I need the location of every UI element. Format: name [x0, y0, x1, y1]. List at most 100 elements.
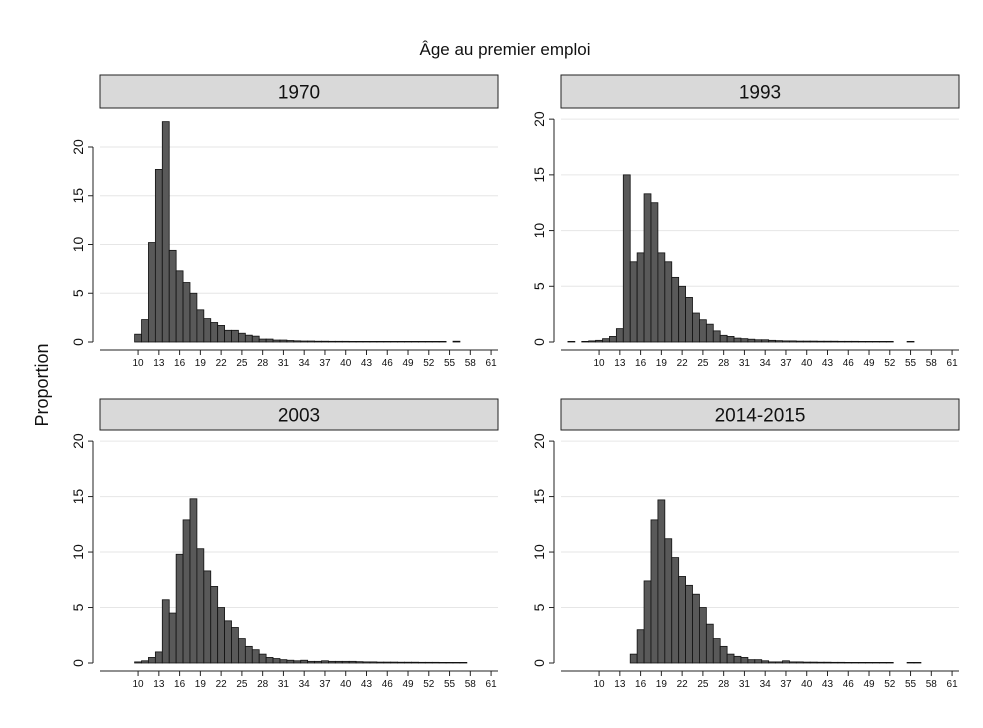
- bar-age-47: [390, 661, 399, 664]
- bar-age-56: [452, 340, 461, 343]
- x-tick-label: 49: [863, 679, 875, 690]
- bar-age-26: [705, 623, 714, 664]
- bar-age-25: [699, 319, 707, 343]
- y-tick-label: 0: [70, 338, 86, 346]
- bar-age-27: [712, 638, 721, 664]
- bar-age-37: [782, 340, 790, 343]
- x-tick-label: 46: [843, 679, 855, 690]
- bar-age-33: [754, 339, 763, 343]
- bar-age-26: [244, 645, 253, 664]
- y-tick-label: 20: [70, 433, 86, 449]
- x-tick-label: 49: [402, 679, 414, 690]
- bar-age-45: [837, 661, 846, 664]
- x-tick-label: 31: [739, 358, 751, 369]
- bar-age-38: [328, 660, 336, 664]
- panel-title: 1970: [278, 83, 320, 104]
- bar-age-17: [643, 193, 652, 343]
- bar-age-24: [692, 312, 700, 343]
- bar-age-43: [362, 340, 371, 343]
- x-tick-label: 40: [340, 358, 352, 369]
- panel-1970: 1970 0 5 10 15 20 10 13 16 19 22 25 28 31 34 37 40 43 46 49…: [70, 74, 499, 369]
- y-tick-label: 15: [70, 489, 86, 505]
- x-tick-label: 52: [884, 679, 896, 690]
- bar-age-23: [685, 584, 693, 664]
- x-tick-label: 22: [216, 358, 228, 369]
- bar-age-51: [417, 340, 426, 343]
- x-tick-label: 43: [822, 679, 834, 690]
- bar-age-15: [168, 612, 177, 664]
- x-tick-label: 10: [594, 679, 606, 690]
- y-tick-label: 0: [531, 659, 547, 667]
- x-tick-label: 19: [656, 679, 668, 690]
- bar-age-34: [761, 660, 770, 664]
- panel-title: 2014-2015: [715, 406, 806, 427]
- bar-age-33: [293, 660, 302, 664]
- bar-age-20: [664, 538, 673, 664]
- panel-title: 2003: [278, 406, 320, 427]
- bar-age-54: [438, 340, 447, 343]
- bar-age-44: [369, 340, 378, 343]
- bar-age-44: [830, 661, 839, 664]
- bar-age-45: [376, 340, 385, 343]
- bar-age-50: [872, 340, 880, 343]
- bar-age-52: [885, 662, 894, 664]
- bar-age-27: [712, 330, 721, 343]
- bar-age-13: [154, 651, 163, 664]
- bar-age-48: [858, 340, 866, 343]
- bar-age-42: [355, 661, 364, 664]
- x-tick-label: 13: [614, 358, 626, 369]
- bar-age-46: [383, 340, 392, 343]
- bar-age-42: [816, 340, 825, 343]
- x-tick-label: 37: [319, 679, 331, 690]
- bar-age-40: [802, 340, 811, 343]
- bar-age-18: [650, 519, 659, 664]
- bar-age-43: [823, 661, 832, 664]
- bar-age-44: [369, 661, 378, 664]
- bar-age-28: [719, 645, 728, 664]
- y-tick-label: 0: [531, 338, 547, 346]
- bar-age-18: [189, 292, 198, 343]
- bar-age-46: [844, 662, 853, 664]
- x-tick-label: 37: [780, 358, 792, 369]
- panel-2003: 2003 0 5 10 15 20 10 13 16 19 22 25 28 31 34 37 40 43 46 49…: [70, 398, 499, 690]
- bar-age-31: [740, 338, 749, 343]
- bar-age-55: [906, 662, 915, 664]
- bar-age-47: [390, 340, 399, 343]
- bar-age-53: [431, 661, 440, 664]
- y-tick-label: 10: [70, 237, 86, 253]
- bar-age-22: [217, 607, 225, 664]
- bar-age-28: [258, 653, 267, 664]
- bar-age-17: [182, 282, 191, 343]
- x-tick-label: 55: [444, 358, 456, 369]
- bar-age-43: [823, 340, 832, 343]
- x-tick-label: 43: [361, 679, 373, 690]
- bar-age-35: [307, 660, 315, 664]
- bar-age-30: [733, 655, 742, 664]
- y-tick-label: 20: [531, 111, 547, 127]
- x-tick-label: 10: [133, 679, 145, 690]
- x-tick-label: 22: [216, 679, 228, 690]
- x-tick-label: 13: [614, 679, 626, 690]
- bar-age-41: [348, 340, 357, 343]
- bar-age-15: [629, 261, 638, 343]
- bar-age-38: [789, 661, 797, 664]
- y-tick-label: 5: [531, 282, 547, 290]
- x-tick-label: 16: [635, 679, 647, 690]
- bar-age-16: [175, 553, 184, 664]
- bar-age-49: [865, 340, 873, 343]
- bar-age-34: [300, 340, 309, 343]
- bar-age-9: [588, 340, 597, 343]
- x-tick-label: 58: [465, 358, 477, 369]
- bar-age-32: [747, 659, 756, 664]
- bar-age-40: [802, 661, 811, 664]
- bar-age-22: [678, 576, 686, 664]
- bar-age-10: [134, 333, 142, 343]
- bar-age-21: [210, 586, 219, 664]
- x-tick-label: 16: [174, 679, 186, 690]
- bar-age-8: [581, 340, 590, 343]
- x-tick-label: 10: [133, 358, 145, 369]
- bar-age-28: [258, 338, 267, 343]
- bar-age-13: [154, 169, 163, 343]
